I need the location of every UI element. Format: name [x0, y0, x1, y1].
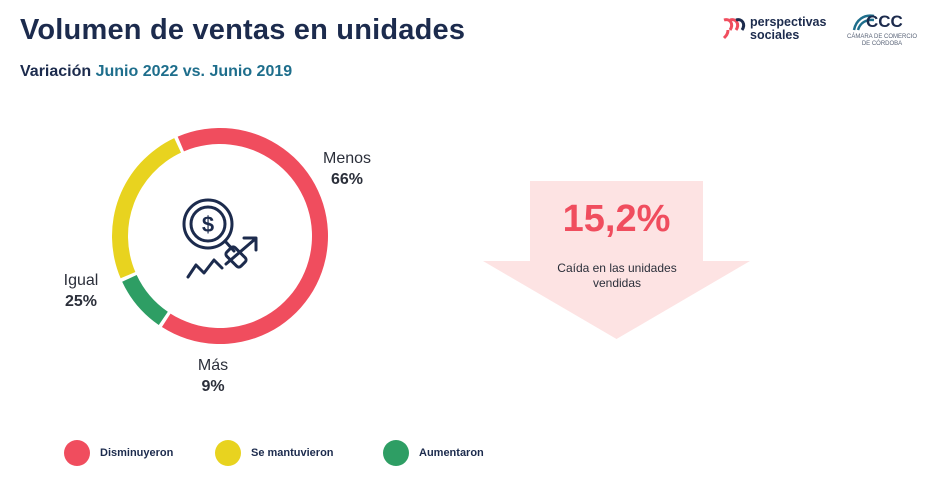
- ccc-logo: CCC CÁMARA DE COMERCIO DE CÓRDOBA: [838, 12, 926, 52]
- slice-label-igual: Igual 25%: [56, 270, 106, 312]
- legend-label-se-mantuvieron: Se mantuvieron: [251, 447, 334, 459]
- page-title: Volumen de ventas en unidades: [20, 14, 466, 46]
- legend-item-disminuyeron: Disminuyeron: [64, 440, 173, 466]
- down-arrow-shape: [483, 181, 750, 339]
- subtitle-period: Junio 2022 vs. Junio 2019: [95, 63, 293, 80]
- ccc-logo-icon: [852, 14, 875, 31]
- svg-text:$: $: [202, 212, 214, 237]
- highlight-value: 15,2%: [562, 198, 671, 240]
- slice-value-mas: 9%: [201, 378, 225, 395]
- ccc-logo-text: CCC: [866, 12, 903, 31]
- page-subtitle: Variación Junio 2022 vs. Junio 2019: [20, 63, 292, 81]
- legend-swatch-aumentaron: [383, 440, 409, 466]
- perspectivas-logo-line2: sociales: [750, 28, 800, 42]
- legend-swatch-se-mantuvieron: [215, 440, 241, 466]
- legend-item-se-mantuvieron: Se mantuvieron: [215, 440, 334, 466]
- perspectivas-logo-line1: perspectivas: [750, 15, 827, 29]
- legend-label-aumentaron: Aumentaron: [419, 447, 484, 459]
- donut-slice-igual: [111, 138, 182, 279]
- slice-name-mas: Más: [197, 357, 229, 374]
- slice-name-igual: Igual: [63, 272, 99, 289]
- highlight-caption: Caída en las unidades vendidas: [535, 261, 699, 291]
- legend-swatch-disminuyeron: [64, 440, 90, 466]
- slice-value-menos: 66%: [330, 171, 364, 188]
- donut-slice-menos: [161, 127, 329, 344]
- donut-chart: $: [111, 127, 329, 344]
- slice-label-mas: Más 9%: [188, 355, 238, 397]
- subtitle-prefix: Variación: [20, 63, 92, 80]
- slice-label-menos: Menos 66%: [317, 148, 377, 190]
- slice-value-igual: 25%: [64, 293, 98, 310]
- highlight-caption-line1: Caída en las unidades: [557, 261, 677, 275]
- dollar-magnifier-growth-icon: $: [182, 198, 258, 279]
- perspectivas-sociales-logo: perspectivas sociales: [722, 16, 832, 46]
- legend-item-aumentaron: Aumentaron: [383, 440, 484, 466]
- perspectivas-logo-text: perspectivas sociales: [750, 16, 826, 42]
- slice-name-menos: Menos: [322, 150, 372, 167]
- perspectivas-logo-icon: [722, 18, 746, 40]
- ccc-sub-line2: DE CÓRDOBA: [861, 41, 903, 47]
- ccc-sub-line1: CÁMARA DE COMERCIO: [846, 34, 917, 40]
- donut-slice-mas: [122, 274, 168, 325]
- highlight-caption-line2: vendidas: [592, 276, 642, 290]
- legend-label-disminuyeron: Disminuyeron: [100, 447, 174, 459]
- ccc-logo-subtext: CÁMARA DE COMERCIO DE CÓRDOBA: [838, 34, 926, 48]
